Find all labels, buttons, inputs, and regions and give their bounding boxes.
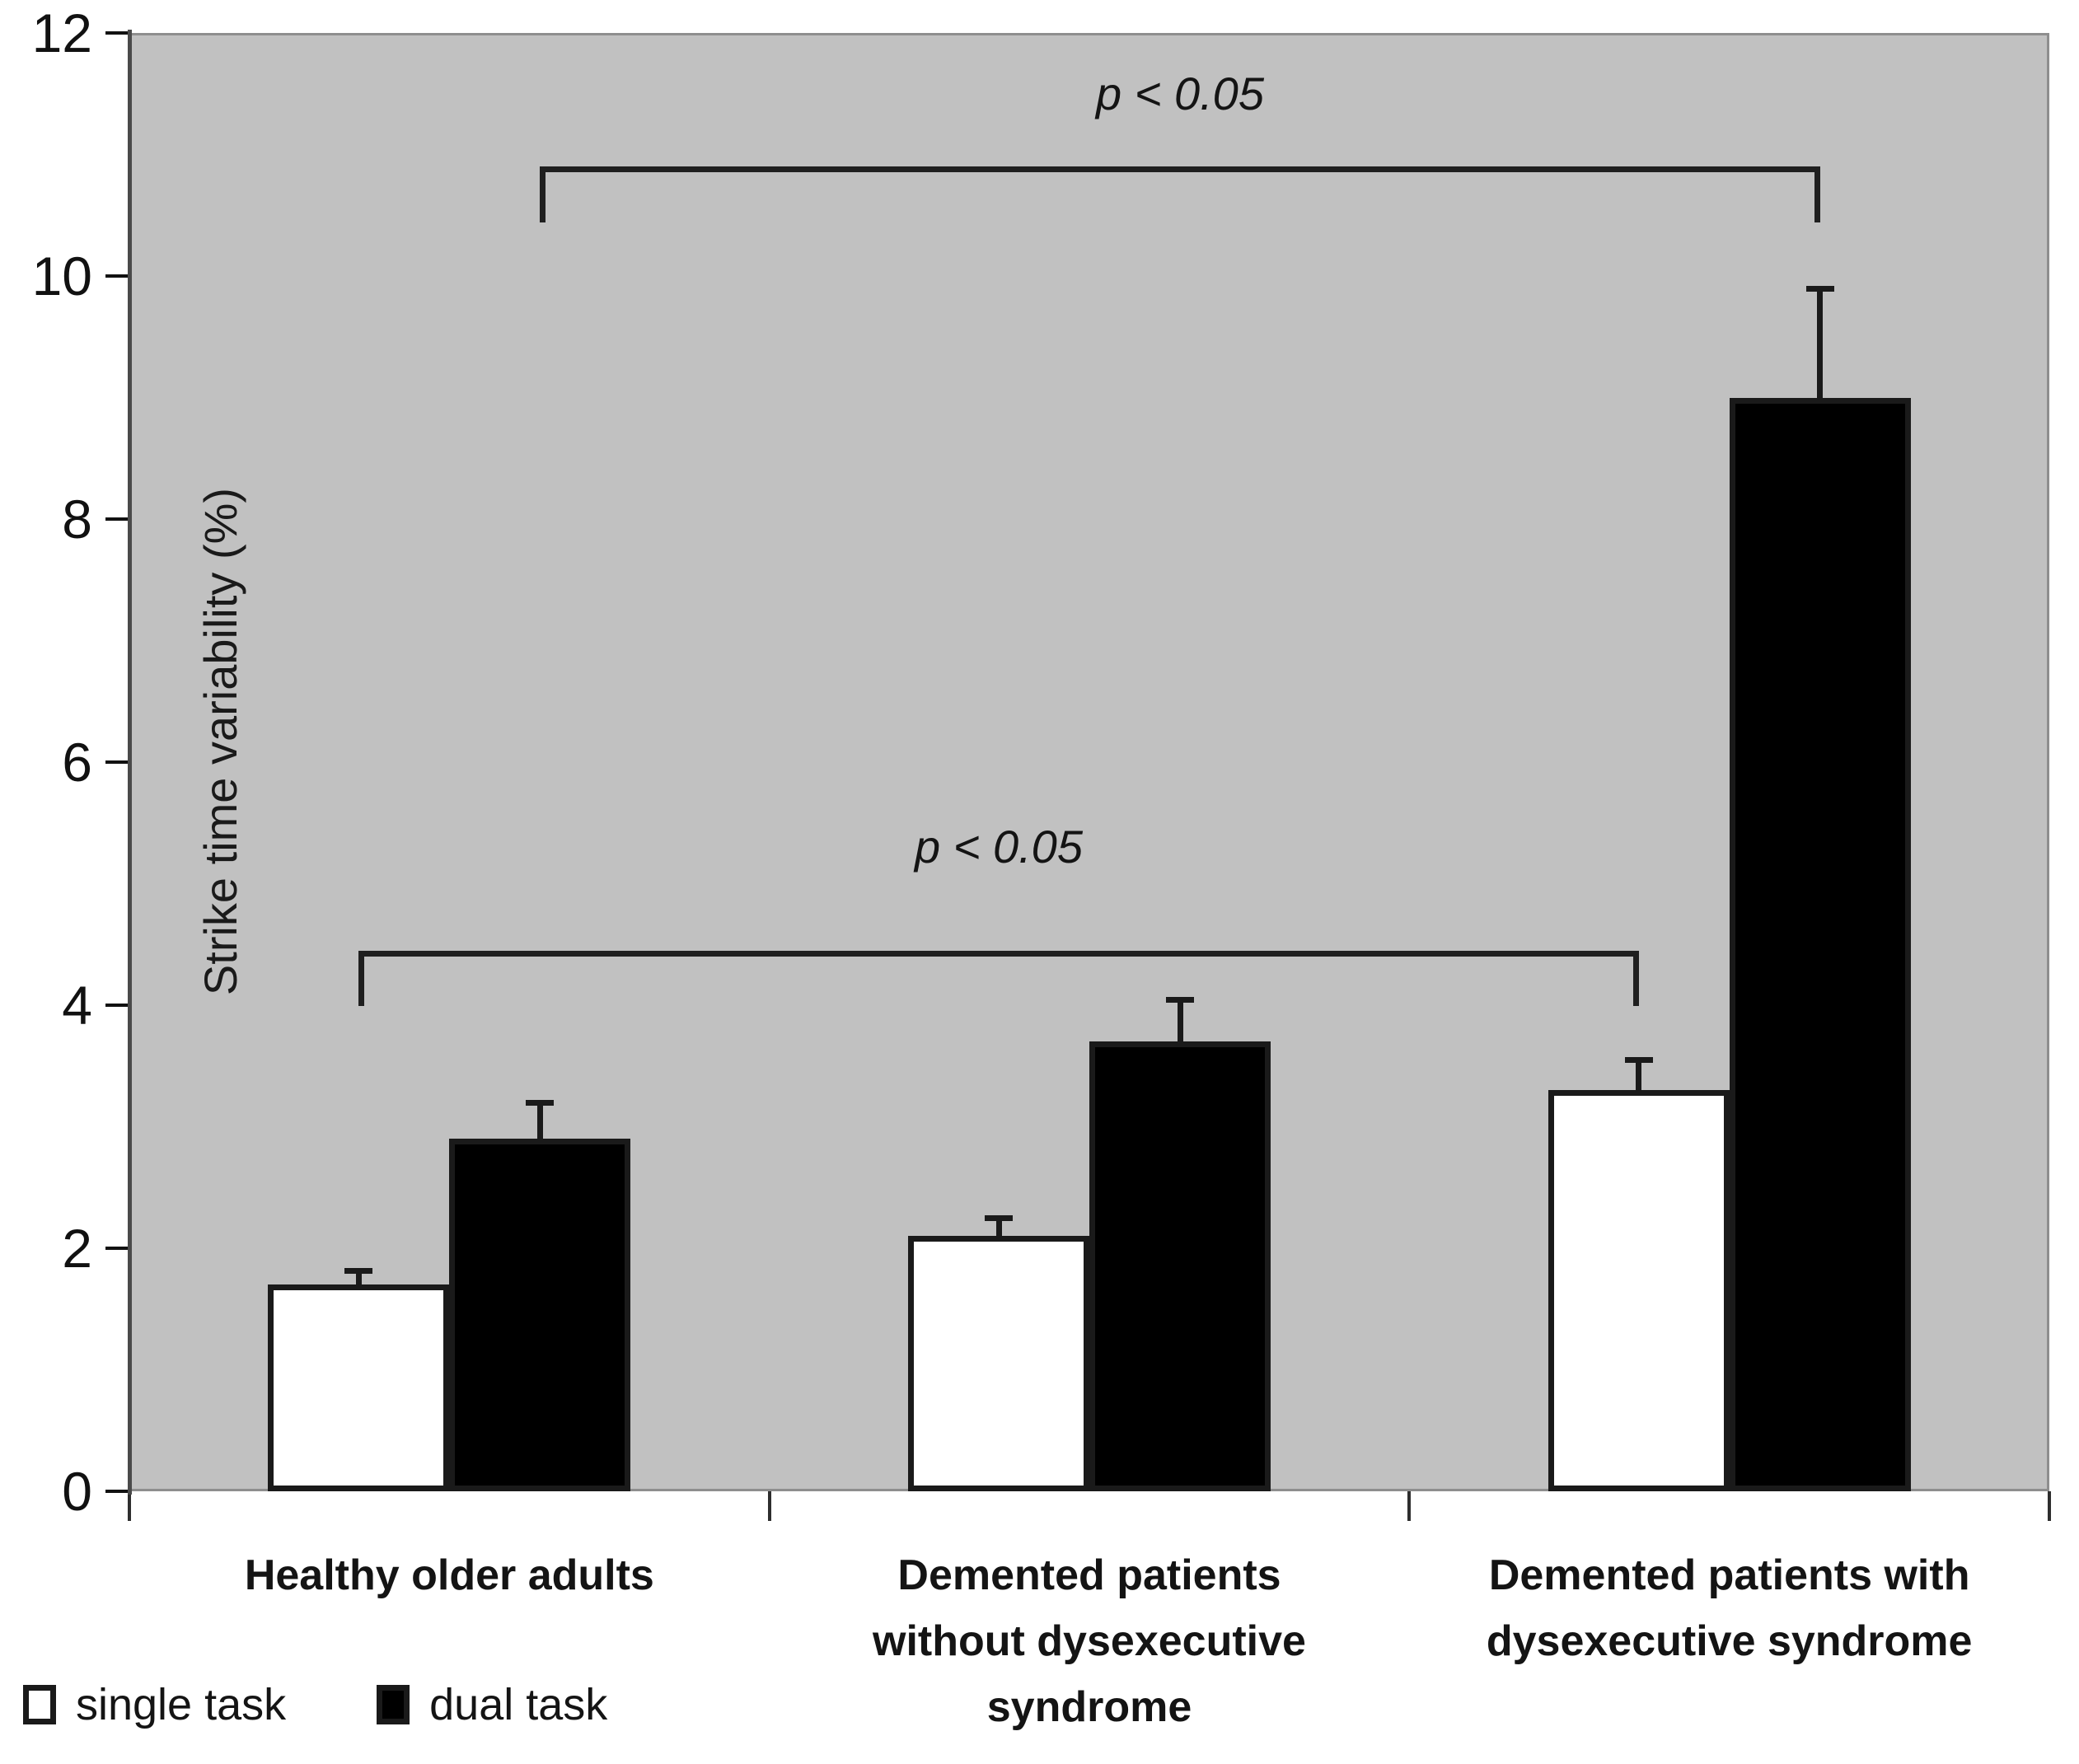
error-bar-cap (985, 1215, 1013, 1222)
y-tick-label: 8 (62, 489, 92, 550)
sig-bracket-line (540, 166, 1820, 173)
legend-item-single-task: single task (23, 1681, 286, 1729)
category-label-0: Healthy older adults (244, 1551, 654, 1599)
bar-dual-task-cat0 (449, 1139, 631, 1491)
y-tick-mark (105, 517, 129, 521)
sig-bracket-tick-right (1632, 950, 1639, 1007)
x-tick-mark (2048, 1491, 2051, 1521)
y-axis-title: Strike time variability (%) (194, 487, 246, 996)
y-tick-label: 12 (31, 2, 92, 63)
legend-item-dual-task: dual task (377, 1681, 607, 1729)
error-bar-cap (1805, 285, 1834, 292)
sig-bracket-tick-left (358, 950, 365, 1007)
error-bar-stem (536, 1102, 543, 1139)
y-tick-label: 0 (62, 1461, 92, 1522)
error-bar-stem (1177, 999, 1183, 1042)
y-tick-mark (105, 274, 129, 278)
legend: single task dual task (23, 1681, 607, 1729)
bar-single-task-cat0 (268, 1284, 450, 1491)
sig-label: p < 0.05 (1096, 67, 1264, 119)
error-bar-cap (1624, 1057, 1653, 1064)
x-tick-mark (767, 1491, 771, 1521)
legend-swatch-single-task (23, 1685, 56, 1724)
sig-bracket-line (358, 950, 1639, 957)
error-bar-cap (526, 1100, 555, 1106)
y-tick-label: 2 (62, 1218, 92, 1279)
y-tick-label: 6 (62, 732, 92, 793)
y-tick-mark (105, 760, 129, 764)
y-tick-mark (105, 1004, 129, 1007)
category-label-1: Demented patients without dysexecutive s… (873, 1551, 1306, 1731)
bar-dual-task-cat1 (1089, 1041, 1271, 1491)
y-tick-label: 10 (31, 246, 92, 306)
y-tick-mark (105, 1247, 129, 1250)
y-tick-mark (105, 31, 129, 35)
legend-label: single task (76, 1680, 287, 1729)
error-bar-stem (1817, 288, 1824, 398)
legend-label: dual task (429, 1680, 608, 1729)
sig-bracket-tick-left (540, 166, 546, 223)
error-bar-stem (355, 1270, 362, 1285)
y-tick-label: 4 (62, 975, 92, 1036)
bar-single-task-cat1 (908, 1236, 1089, 1491)
y-axis-line (128, 30, 132, 1495)
x-tick-mark (128, 1491, 131, 1521)
error-bar-cap (344, 1267, 373, 1274)
bar-dual-task-cat2 (1729, 397, 1911, 1491)
sig-bracket-tick-right (1814, 166, 1820, 223)
sig-label: p < 0.05 (915, 821, 1083, 873)
error-bar-cap (1166, 996, 1194, 1003)
legend-swatch-dual-task (377, 1685, 410, 1724)
x-tick-mark (1407, 1491, 1412, 1521)
error-bar-stem (995, 1218, 1002, 1237)
category-label-2: Demented patients with dysexecutive synd… (1486, 1551, 1973, 1665)
y-tick-mark (105, 1490, 129, 1493)
bar-single-task-cat2 (1548, 1090, 1730, 1491)
error-bar-stem (1636, 1060, 1642, 1091)
